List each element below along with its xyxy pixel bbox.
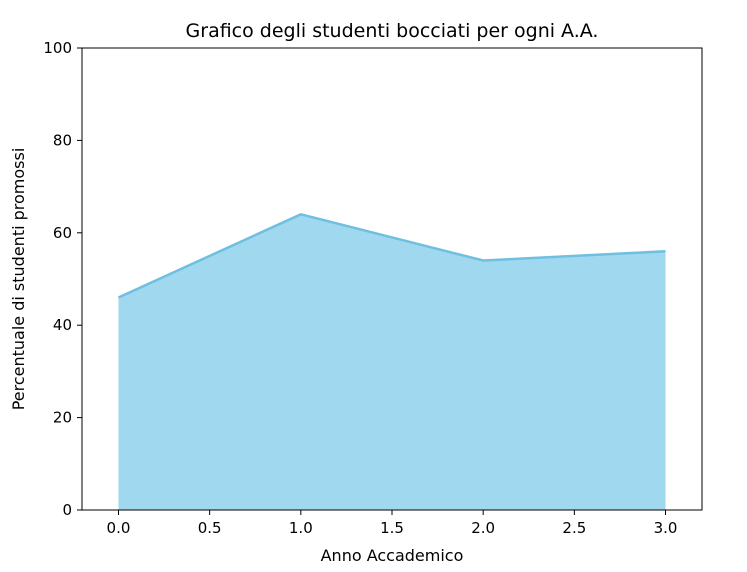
x-tick-label: 0.0: [107, 519, 131, 537]
x-tick-label: 2.5: [562, 519, 586, 537]
area-fill: [118, 214, 666, 510]
y-tick-label: 40: [53, 316, 72, 334]
x-tick-label: 2.0: [471, 519, 495, 537]
chart-title: Grafico degli studenti bocciati per ogni…: [186, 20, 599, 42]
plot-area: [117, 213, 666, 510]
y-tick-label: 20: [53, 409, 72, 427]
area-top-line: [117, 213, 666, 299]
x-tick-label: 3.0: [654, 519, 678, 537]
plot-frame: [81, 47, 703, 511]
y-tick-label: 100: [43, 39, 72, 57]
x-tick-label: 1.0: [289, 519, 313, 537]
y-tick-label: 60: [53, 224, 72, 242]
x-tick-label: 0.5: [198, 519, 222, 537]
x-tick-label: 1.5: [380, 519, 404, 537]
y-tick-label: 0: [62, 501, 72, 519]
x-axis-label: Anno Accademico: [321, 546, 464, 565]
y-axis-label: Percentuale di studenti promossi: [9, 148, 28, 411]
y-axis: 0 20 40 60 80 100: [43, 39, 82, 519]
x-axis: 0.0 0.5 1.0 1.5 2.0 2.5 3.0: [107, 510, 678, 537]
y-tick-label: 80: [53, 131, 72, 149]
